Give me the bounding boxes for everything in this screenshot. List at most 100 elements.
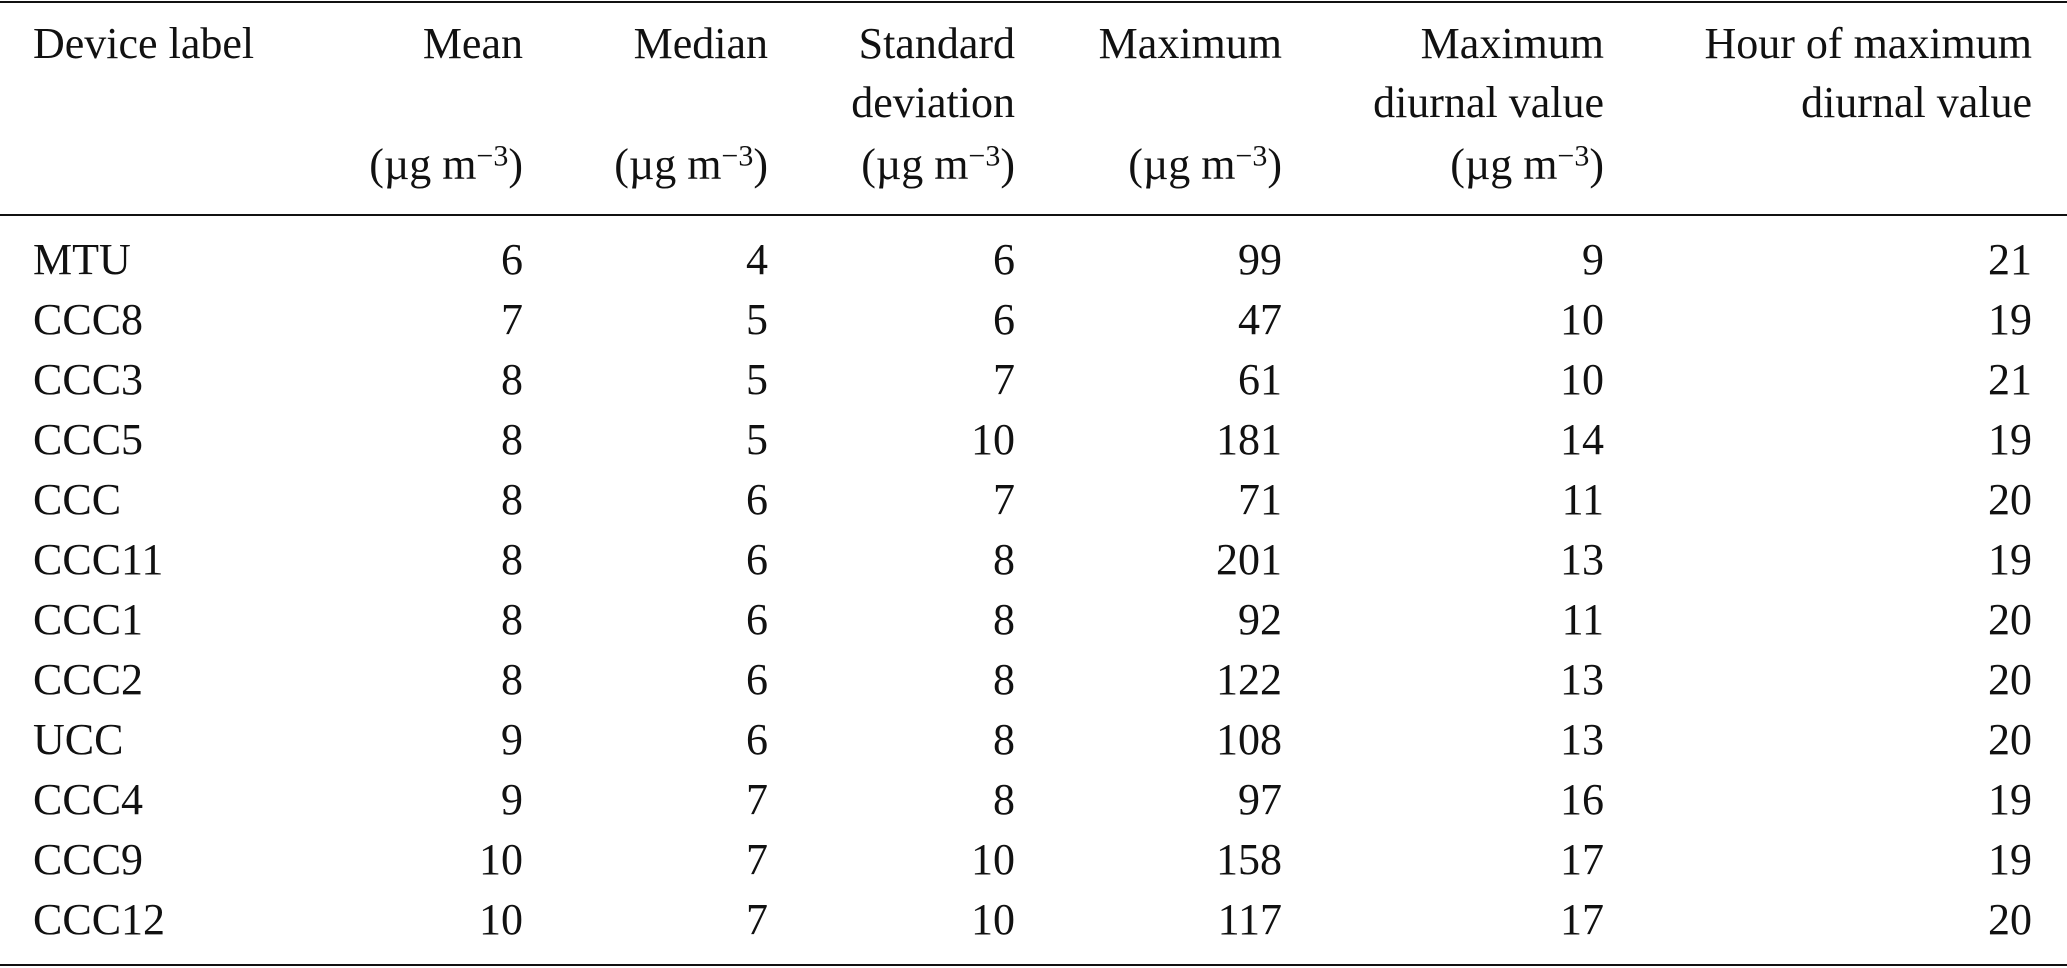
table-value: 19 (1988, 775, 2032, 824)
unit-text: ) (508, 140, 523, 189)
device-label: CCC8 (33, 295, 144, 344)
header-label: Maximum (1420, 19, 1604, 68)
device-label: CCC9 (33, 835, 144, 884)
device-label: CCC11 (33, 535, 164, 584)
header-unit: (µg m−3) (369, 139, 523, 189)
header-unit: (µg m−3) (1450, 139, 1604, 189)
table-value: 122 (1216, 655, 1282, 704)
table-value: 19 (1988, 835, 2032, 884)
header-unit: (µg m−3) (861, 139, 1015, 189)
table-value: 4 (746, 235, 768, 284)
table-value: 9 (501, 715, 523, 764)
table-value: 5 (746, 355, 768, 404)
device-label: CCC5 (33, 415, 144, 464)
table-value: 7 (746, 895, 768, 944)
table-value: 21 (1988, 235, 2032, 284)
table-value: 108 (1216, 715, 1282, 764)
table-value: 19 (1988, 535, 2032, 584)
table-value: 158 (1216, 835, 1282, 884)
device-label: CCC4 (33, 775, 144, 824)
unit-text: (µg m (369, 140, 477, 189)
table-value: 20 (1988, 475, 2032, 524)
table-value: 13 (1560, 535, 1604, 584)
header-label: diurnal value (1801, 78, 2032, 127)
table-value: 10 (479, 835, 523, 884)
unit-text: ) (1267, 140, 1282, 189)
table-value: 8 (501, 655, 523, 704)
unit-exponent: −3 (1557, 139, 1590, 173)
table-value: 10 (1560, 295, 1604, 344)
unit-exponent: −3 (968, 139, 1001, 173)
table-value: 8 (501, 475, 523, 524)
table-value: 6 (501, 235, 523, 284)
table-value: 6 (746, 715, 768, 764)
table-value: 6 (746, 655, 768, 704)
table-value: 8 (501, 415, 523, 464)
table-value: 10 (479, 895, 523, 944)
device-label: CCC12 (33, 895, 166, 944)
header-label: Median (633, 19, 768, 68)
table-value: 17 (1560, 895, 1604, 944)
device-label: CCC (33, 475, 122, 524)
unit-text: (µg m (614, 140, 722, 189)
table-value: 71 (1238, 475, 1282, 524)
header-rule (0, 214, 2067, 216)
device-label: CCC2 (33, 655, 144, 704)
device-label: CCC3 (33, 355, 144, 404)
device-label: CCC1 (33, 595, 144, 644)
device-label: MTU (33, 235, 131, 284)
table-value: 11 (1561, 475, 1604, 524)
table-value: 9 (1582, 235, 1604, 284)
unit-exponent: −3 (476, 139, 509, 173)
table-value: 7 (746, 835, 768, 884)
table-value: 10 (971, 415, 1015, 464)
unit-text: ) (1000, 140, 1015, 189)
table-value: 6 (746, 535, 768, 584)
table-value: 8 (993, 775, 1015, 824)
header-label: Standard (858, 19, 1015, 68)
unit-text: (µg m (1450, 140, 1558, 189)
header-label: deviation (851, 78, 1015, 127)
table-value: 201 (1216, 535, 1282, 584)
device-label: UCC (33, 715, 124, 764)
header-unit: (µg m−3) (614, 139, 768, 189)
table-value: 13 (1560, 715, 1604, 764)
unit-text: ) (753, 140, 768, 189)
header-label: Hour of maximum (1704, 19, 2032, 68)
table-value: 21 (1988, 355, 2032, 404)
unit-text: (µg m (1128, 140, 1236, 189)
table-value: 8 (993, 535, 1015, 584)
table-value: 61 (1238, 355, 1282, 404)
table-value: 8 (993, 595, 1015, 644)
table-value: 19 (1988, 415, 2032, 464)
table-value: 10 (971, 835, 1015, 884)
table-value: 6 (746, 475, 768, 524)
table-value: 99 (1238, 235, 1282, 284)
table-value: 20 (1988, 895, 2032, 944)
table-value: 7 (993, 355, 1015, 404)
table-value: 8 (501, 535, 523, 584)
table-value: 6 (746, 595, 768, 644)
table-value: 8 (501, 355, 523, 404)
header-unit: (µg m−3) (1128, 140, 1282, 189)
unit-exponent: −3 (721, 139, 754, 173)
table-value: 14 (1560, 415, 1604, 464)
table-value: 7 (746, 775, 768, 824)
table-value: 17 (1560, 835, 1604, 884)
table-value: 117 (1217, 895, 1282, 944)
table-value: 11 (1561, 595, 1604, 644)
unit-text: (µg m (861, 140, 969, 189)
bottom-rule (0, 964, 2067, 966)
table-value: 6 (993, 235, 1015, 284)
table-value: 20 (1988, 655, 2032, 704)
table-value: 7 (501, 295, 523, 344)
table-value: 13 (1560, 655, 1604, 704)
table-value: 19 (1988, 295, 2032, 344)
table-value: 16 (1560, 775, 1604, 824)
table-value: 5 (746, 415, 768, 464)
header-label: Device label (33, 19, 255, 68)
table-value: 5 (746, 295, 768, 344)
table-value: 8 (993, 715, 1015, 764)
table-value: 8 (993, 655, 1015, 704)
